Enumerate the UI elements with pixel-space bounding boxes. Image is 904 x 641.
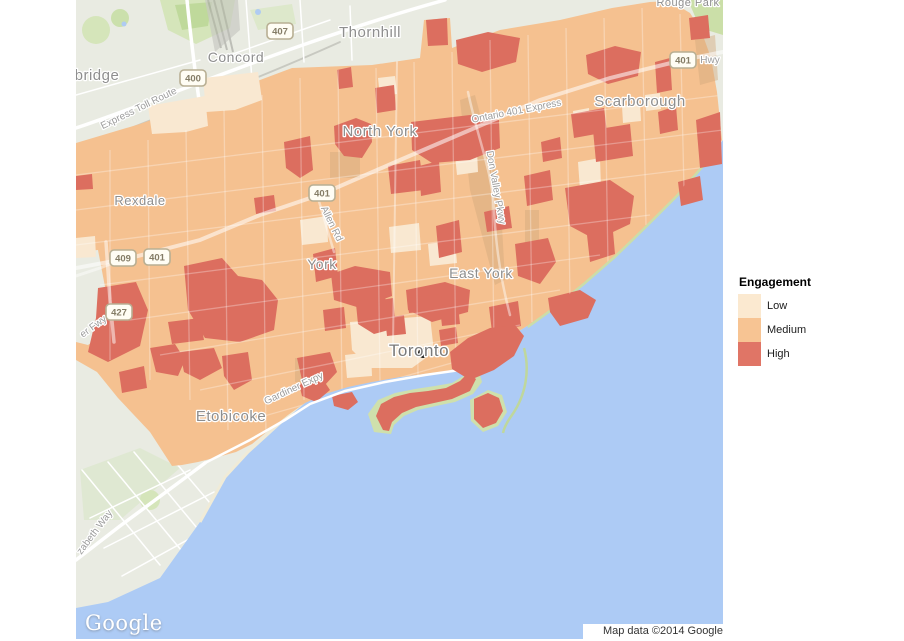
island-high-tracts: [376, 325, 524, 431]
map-attribution: Map data ©2014 Google: [583, 624, 723, 639]
svg-text:427: 427: [111, 308, 127, 319]
legend-swatch-low: [738, 294, 761, 318]
city-point-marker: [418, 348, 428, 358]
legend-row-low: Low: [738, 294, 868, 318]
map-label-concord: Concord: [208, 49, 264, 65]
map-label-rexdale: Rexdale: [114, 193, 165, 208]
highway-shield-409-2: 409: [109, 249, 137, 267]
legend-swatch-high: [738, 342, 761, 366]
highway-shield-401-3: 401: [143, 248, 171, 266]
highway-shield-407-0: 407: [266, 22, 294, 40]
legend: Engagement Low Medium High: [738, 275, 868, 366]
legend-label-medium: Medium: [767, 324, 807, 336]
map-label-east-york: East York: [449, 265, 513, 281]
svg-text:401: 401: [675, 56, 692, 67]
svg-text:400: 400: [185, 74, 201, 85]
legend-rows: Low Medium High: [738, 294, 868, 366]
map-label-woodbridge: bridge: [75, 67, 120, 84]
legend-title: Engagement: [739, 275, 812, 289]
lake-ontario: [76, 140, 723, 639]
map-label-etobicoke: Etobicoke: [196, 408, 266, 425]
map-label-scarborough: Scarborough: [594, 93, 685, 110]
map-label-hwy: Hwy: [700, 55, 719, 66]
map-label-rouge-park: Rouge Park: [656, 0, 719, 9]
map-label-north-york: North York: [342, 123, 417, 140]
map-label-york: York: [307, 256, 337, 272]
map-label-toronto: Toronto: [389, 341, 449, 360]
highway-shields: 407 400 409 401 427 401 401: [105, 22, 697, 321]
highway-shield-400-1: 400: [179, 69, 207, 87]
svg-text:409: 409: [115, 254, 131, 265]
railway-yard: [205, 0, 240, 53]
map-label-thornhill: Thornhill: [339, 24, 401, 41]
highway-shield-401-6: 401: [669, 51, 697, 69]
highway-shield-401-5: 401: [308, 184, 336, 202]
svg-text:401: 401: [149, 253, 166, 264]
choropleth-high-tracts: [76, 15, 722, 410]
legend-row-medium: Medium: [738, 318, 868, 342]
legend-label-high: High: [767, 348, 790, 360]
legend-swatch-medium: [738, 318, 761, 342]
svg-text:401: 401: [314, 189, 331, 200]
legend-row-high: High: [738, 342, 868, 366]
highway-shield-427-4: 427: [105, 303, 133, 321]
svg-text:407: 407: [272, 27, 288, 38]
google-logo: Google: [85, 611, 163, 635]
legend-label-low: Low: [767, 300, 788, 312]
